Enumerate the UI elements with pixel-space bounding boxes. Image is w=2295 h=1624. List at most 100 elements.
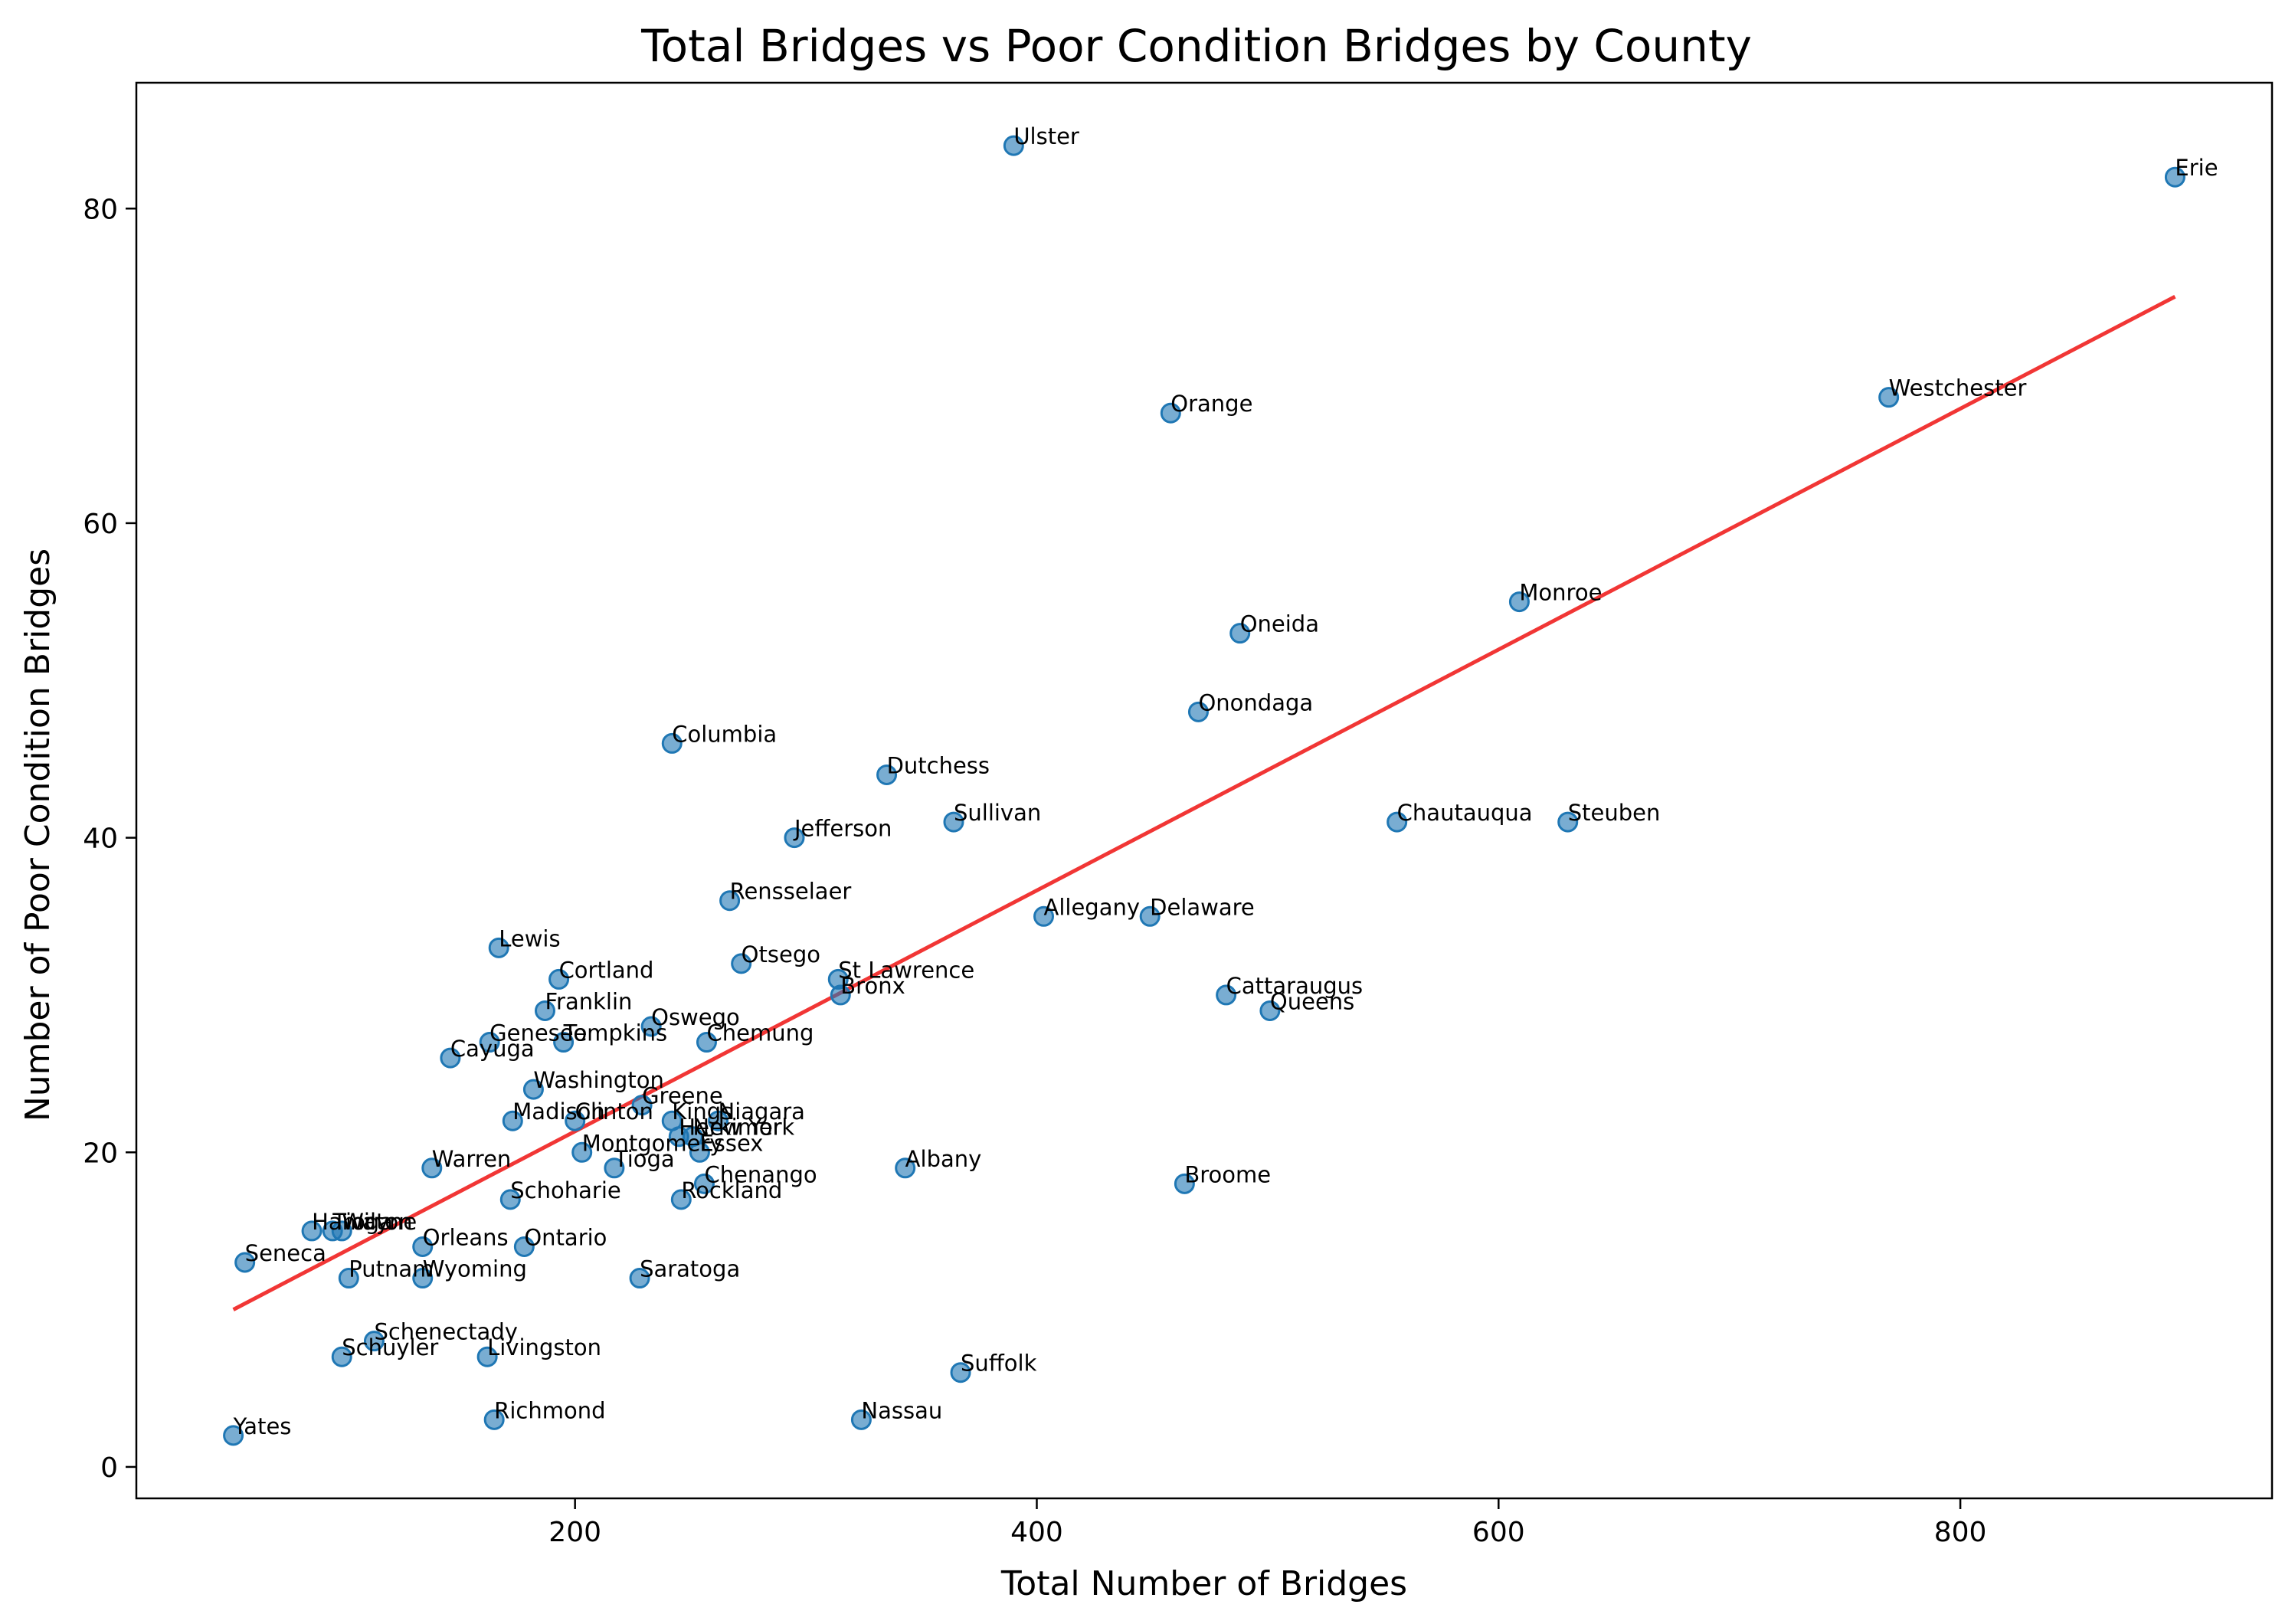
axis-ticks: 200 400 600 800 0 20 40 60 80	[83, 194, 1986, 1548]
point-label-39: Otsego	[742, 941, 820, 968]
point-label-8: Orleans	[423, 1224, 509, 1250]
data-point-16	[499, 1189, 521, 1210]
y-tick-label-2: 40	[83, 823, 118, 855]
point-label-25: Tioga	[614, 1146, 675, 1172]
data-point-53	[1187, 701, 1209, 722]
point-label-21: Cortland	[559, 957, 654, 983]
point-label-17: Madison	[512, 1098, 605, 1125]
point-label-32: Rockland	[681, 1177, 782, 1203]
point-label-1: Seneca	[245, 1240, 326, 1266]
data-point-15	[488, 937, 509, 958]
point-label-27: Greene	[642, 1083, 723, 1109]
data-point-5	[331, 1346, 352, 1367]
x-tick-label-1: 400	[1010, 1517, 1063, 1548]
y-tick-label-3: 60	[83, 509, 118, 540]
y-tick-label-1: 20	[83, 1138, 118, 1169]
data-point-38	[719, 890, 741, 912]
point-label-20: Franklin	[545, 988, 632, 1014]
data-point-61	[2164, 166, 2185, 188]
point-label-26: Saratoga	[640, 1256, 740, 1282]
data-point-48	[1003, 135, 1024, 156]
y-tick-label-0: 0	[100, 1452, 118, 1484]
data-point-13	[479, 1032, 500, 1053]
data-point-4	[331, 1220, 352, 1242]
point-label-6: Putnam	[349, 1256, 434, 1282]
x-tick-label-3: 800	[1934, 1517, 1987, 1548]
point-label-35: Chenango	[704, 1161, 817, 1187]
point-label-13: Genesee	[489, 1020, 587, 1046]
chart-title: Total Bridges vs Poor Condition Bridges …	[640, 20, 1752, 72]
point-label-54: Cattaraugus	[1226, 973, 1364, 999]
point-label-3: Tioga	[332, 1209, 393, 1235]
data-point-47	[950, 1362, 971, 1383]
data-point-12	[476, 1346, 498, 1367]
data-point-40	[784, 827, 805, 849]
point-label-59: Steuben	[1568, 800, 1661, 826]
data-point-20	[534, 1000, 555, 1021]
x-tick-label-0: 200	[548, 1517, 601, 1548]
data-point-36	[696, 1032, 717, 1053]
point-label-52: Broome	[1184, 1161, 1271, 1187]
point-label-14: Richmond	[494, 1397, 605, 1423]
data-point-0	[223, 1425, 244, 1446]
point-label-36: Chemung	[706, 1020, 814, 1046]
data-point-30	[661, 732, 683, 754]
point-label-19: Washington	[533, 1067, 663, 1093]
point-label-24: Montgomery	[582, 1130, 723, 1156]
data-point-32	[670, 1189, 692, 1210]
point-label-11: Cayuga	[450, 1036, 535, 1062]
data-point-11	[440, 1047, 461, 1069]
point-label-58: Monroe	[1519, 580, 1602, 606]
data-point-28	[640, 1016, 662, 1037]
points-layer	[223, 135, 2185, 1446]
point-label-29: Kings	[672, 1098, 732, 1125]
data-point-35	[693, 1173, 715, 1194]
point-label-5: Schuyler	[342, 1334, 438, 1360]
point-label-10: Warren	[432, 1146, 512, 1172]
point-label-50: Delaware	[1150, 894, 1255, 920]
data-point-34	[689, 1141, 710, 1163]
point-label-55: Oneida	[1240, 611, 1319, 637]
y-tick-label-4: 80	[83, 194, 118, 225]
point-label-56: Queens	[1270, 988, 1354, 1014]
point-label-22: Tompkins	[563, 1020, 668, 1046]
point-label-33: New York	[692, 1115, 794, 1141]
point-label-41: St Lawrence	[838, 957, 974, 983]
x-axis-label: Total Number of Bridges	[1000, 1564, 1407, 1603]
data-point-17	[502, 1110, 523, 1131]
data-point-19	[522, 1079, 544, 1100]
point-label-34: Essex	[699, 1130, 763, 1156]
point-label-47: Suffolk	[961, 1351, 1037, 1377]
data-point-54	[1216, 984, 1237, 1006]
data-point-26	[629, 1268, 650, 1289]
data-point-6	[338, 1268, 359, 1289]
data-point-52	[1174, 1173, 1195, 1194]
point-label-4: Wayne	[342, 1209, 417, 1235]
data-point-43	[850, 1409, 872, 1430]
data-point-42	[830, 984, 851, 1006]
data-point-58	[1508, 591, 1530, 613]
point-label-49: Allegany	[1044, 894, 1141, 920]
trend-line	[232, 295, 2176, 1311]
data-point-39	[731, 953, 752, 974]
point-label-53: Onondaga	[1198, 689, 1313, 715]
data-point-50	[1139, 905, 1161, 927]
data-point-57	[1386, 811, 1408, 833]
point-label-2: Hamilton	[312, 1209, 412, 1235]
data-point-27	[631, 1095, 653, 1116]
data-point-37	[708, 1110, 729, 1131]
data-point-56	[1259, 1000, 1281, 1021]
point-label-51: Orange	[1170, 391, 1252, 417]
point-label-60: Westchester	[1889, 375, 2027, 401]
point-label-0: Yates	[233, 1413, 292, 1439]
point-label-42: Bronx	[840, 973, 905, 999]
data-point-7	[363, 1331, 385, 1352]
point-label-30: Columbia	[672, 721, 777, 747]
point-label-9: Wyoming	[423, 1256, 527, 1282]
data-point-46	[943, 811, 964, 833]
data-point-2	[301, 1220, 322, 1242]
plot-frame	[135, 81, 2274, 1500]
data-point-25	[604, 1157, 625, 1179]
point-label-44: Dutchess	[887, 752, 990, 778]
